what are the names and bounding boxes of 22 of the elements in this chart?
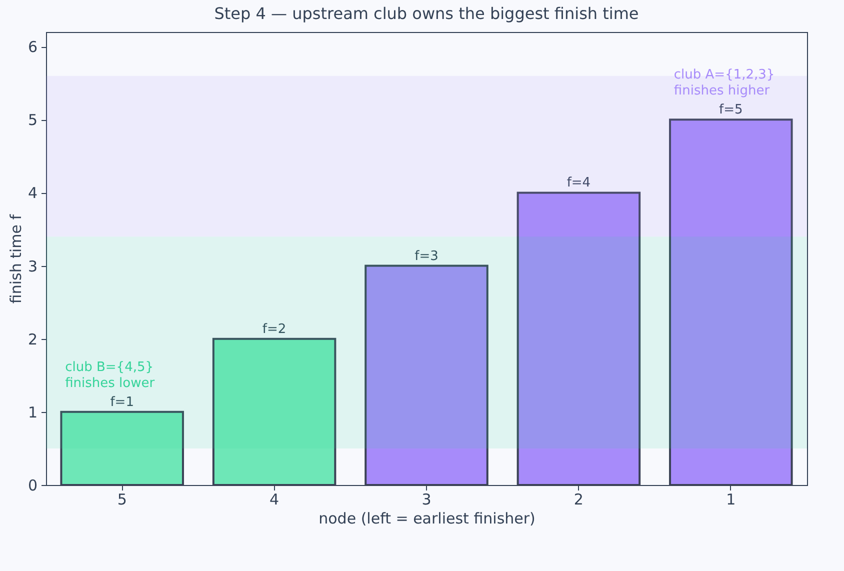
y-tick-label: 4 [28,184,38,202]
y-tick-label: 6 [28,38,38,56]
x-axis-title: node (left = earliest finisher) [318,510,536,528]
y-tick-label: 3 [28,257,38,276]
y-tick-label: 5 [28,111,38,130]
x-tick-label: 4 [270,490,280,508]
y-tick-label: 0 [28,476,38,494]
y-axis-title: finish time f [6,214,25,304]
band-label: club B={4,5} finishes lower [65,360,156,391]
chart-title: Step 4 — upstream club owns the biggest finish time [214,4,639,23]
data-label: f=5 [719,102,743,118]
band-label: club A={1,2,3} finishes higher [674,68,775,99]
x-tick-label: 3 [422,490,432,508]
x-tick-label: 2 [574,490,584,508]
data-label: f=4 [566,176,591,191]
y-tick-label: 1 [28,403,38,422]
data-label: f=2 [262,322,286,337]
y-tick-label: 2 [28,330,38,348]
data-label: f=1 [110,394,134,410]
x-tick-label: 1 [726,490,736,508]
data-label: f=3 [414,248,438,264]
x-tick-label: 5 [117,490,127,508]
